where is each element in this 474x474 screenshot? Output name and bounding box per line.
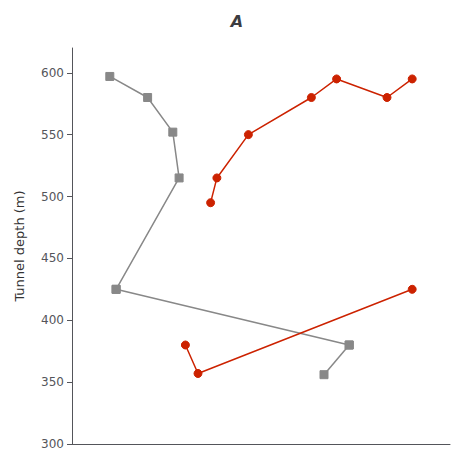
svg-text:450: 450 (41, 251, 64, 265)
svg-text:550: 550 (41, 128, 64, 142)
svg-text:500: 500 (41, 190, 64, 204)
svg-text:A: A (229, 12, 243, 31)
svg-text:350: 350 (41, 375, 64, 389)
svg-text:300: 300 (41, 437, 64, 451)
svg-text:Tunnel depth (m): Tunnel depth (m) (12, 190, 27, 302)
svg-text:400: 400 (41, 313, 64, 327)
svg-text:600: 600 (41, 66, 64, 80)
